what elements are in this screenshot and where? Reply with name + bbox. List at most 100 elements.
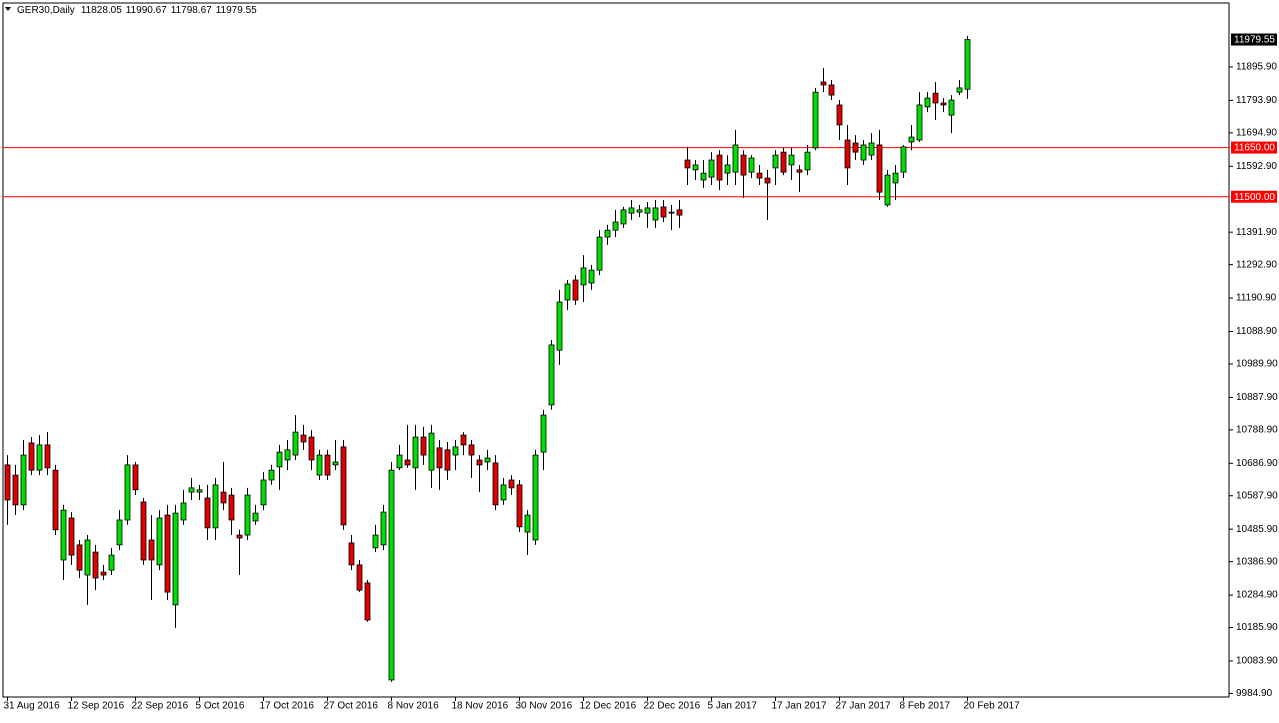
candle-body (876, 144, 883, 193)
candle-body (620, 209, 627, 225)
candle-body (588, 269, 595, 284)
candle-body (28, 442, 35, 471)
candle-body (756, 172, 763, 179)
candle-body (820, 81, 827, 86)
candle-body (860, 144, 867, 161)
candle-body (452, 446, 459, 456)
x-tick-label: 12 Dec 2016 (580, 701, 637, 712)
candle-body (956, 87, 963, 93)
candle-body (612, 221, 619, 231)
candle-body (164, 514, 171, 593)
candle-body (540, 414, 547, 453)
candle-body (60, 509, 67, 561)
y-tick-label: 11391.90 (1236, 227, 1277, 238)
price-label: 11979.55 (1234, 35, 1275, 46)
candle-body (228, 494, 235, 521)
candle-body (836, 104, 843, 126)
x-tick-label: 22 Dec 2016 (644, 701, 701, 712)
candle-body (308, 436, 315, 461)
candle-body (140, 501, 147, 561)
level-tag (1231, 190, 1277, 203)
candle-body (644, 207, 651, 214)
candle-body (156, 517, 163, 566)
candle-body (604, 229, 611, 238)
candle-body (636, 209, 643, 213)
candle-body (948, 99, 955, 116)
candle-body (204, 497, 211, 529)
candle-body (684, 159, 691, 169)
y-tick-label: 10887.90 (1236, 392, 1278, 403)
candle-body (412, 436, 419, 469)
candle-body (748, 157, 755, 173)
candle-body (420, 436, 427, 456)
candle-body (236, 534, 243, 539)
y-tick-label: 10788.90 (1236, 424, 1278, 435)
x-tick-label: 20 Feb 2017 (964, 701, 1021, 712)
candle-body (324, 454, 331, 476)
x-tick-label: 8 Nov 2016 (388, 701, 440, 712)
price-tag (1231, 33, 1277, 46)
y-tick-label: 10989.90 (1236, 359, 1278, 370)
candle-body (772, 154, 779, 169)
candle-body (804, 151, 811, 171)
candle-body (108, 554, 115, 571)
level-tag (1231, 141, 1277, 154)
candle-body (292, 431, 299, 456)
candle-body (220, 491, 227, 504)
candle-body (300, 434, 307, 443)
x-tick-label: 31 Aug 2016 (4, 701, 61, 712)
candle-body (500, 484, 507, 501)
candle-body (252, 512, 259, 522)
candle-body (52, 469, 59, 531)
x-tick-label: 5 Oct 2016 (196, 701, 245, 712)
y-tick-label: 10587.90 (1236, 490, 1278, 501)
candle-body (44, 444, 51, 469)
candle-body (348, 542, 355, 566)
candle-body (716, 154, 723, 181)
candle-body (396, 454, 403, 469)
y-tick-label: 10686.90 (1236, 458, 1278, 469)
candle-body (332, 461, 339, 466)
level-label: 11500.00 (1234, 192, 1275, 203)
candle-body (92, 551, 99, 579)
menu-arrow[interactable] (5, 7, 11, 11)
candle-body (796, 169, 803, 173)
last-open: 11828.05 (81, 5, 122, 16)
candle-body (660, 206, 667, 218)
candle-body (564, 283, 571, 301)
candle-body (124, 464, 131, 521)
candle-body (76, 544, 83, 571)
candle-body (316, 454, 323, 476)
candle-body (556, 301, 563, 351)
candle-body (516, 484, 523, 528)
candle-body (964, 39, 971, 90)
candle-body (148, 539, 155, 561)
candle-body (172, 512, 179, 606)
x-tick-label: 12 Sep 2016 (68, 701, 125, 712)
x-tick-label: 8 Feb 2017 (900, 701, 951, 712)
candle-body (764, 177, 771, 184)
candle-body (444, 449, 451, 471)
candle-body (780, 151, 787, 173)
candle-body (580, 267, 587, 286)
y-tick-label: 10284.90 (1236, 590, 1278, 601)
x-tick-label: 18 Nov 2016 (452, 701, 509, 712)
candle-body (740, 154, 747, 176)
candle-body (116, 519, 123, 546)
candle-body (812, 91, 819, 149)
y-tick-label: 11895.90 (1236, 62, 1277, 73)
plot-area (2, 2, 1230, 698)
x-tick-label: 5 Jan 2017 (708, 701, 758, 712)
candle-body (484, 457, 491, 463)
chart-title: GER30,Daily (17, 5, 75, 16)
candle-body (676, 209, 683, 216)
y-tick-label: 11694.90 (1236, 127, 1277, 138)
candle-body (68, 517, 75, 556)
candle-body (900, 146, 907, 173)
candle-body (596, 236, 603, 271)
candle-body (884, 174, 891, 206)
candle-body (372, 534, 379, 549)
candle-body (436, 447, 443, 469)
y-tick-label: 10083.90 (1236, 656, 1278, 667)
